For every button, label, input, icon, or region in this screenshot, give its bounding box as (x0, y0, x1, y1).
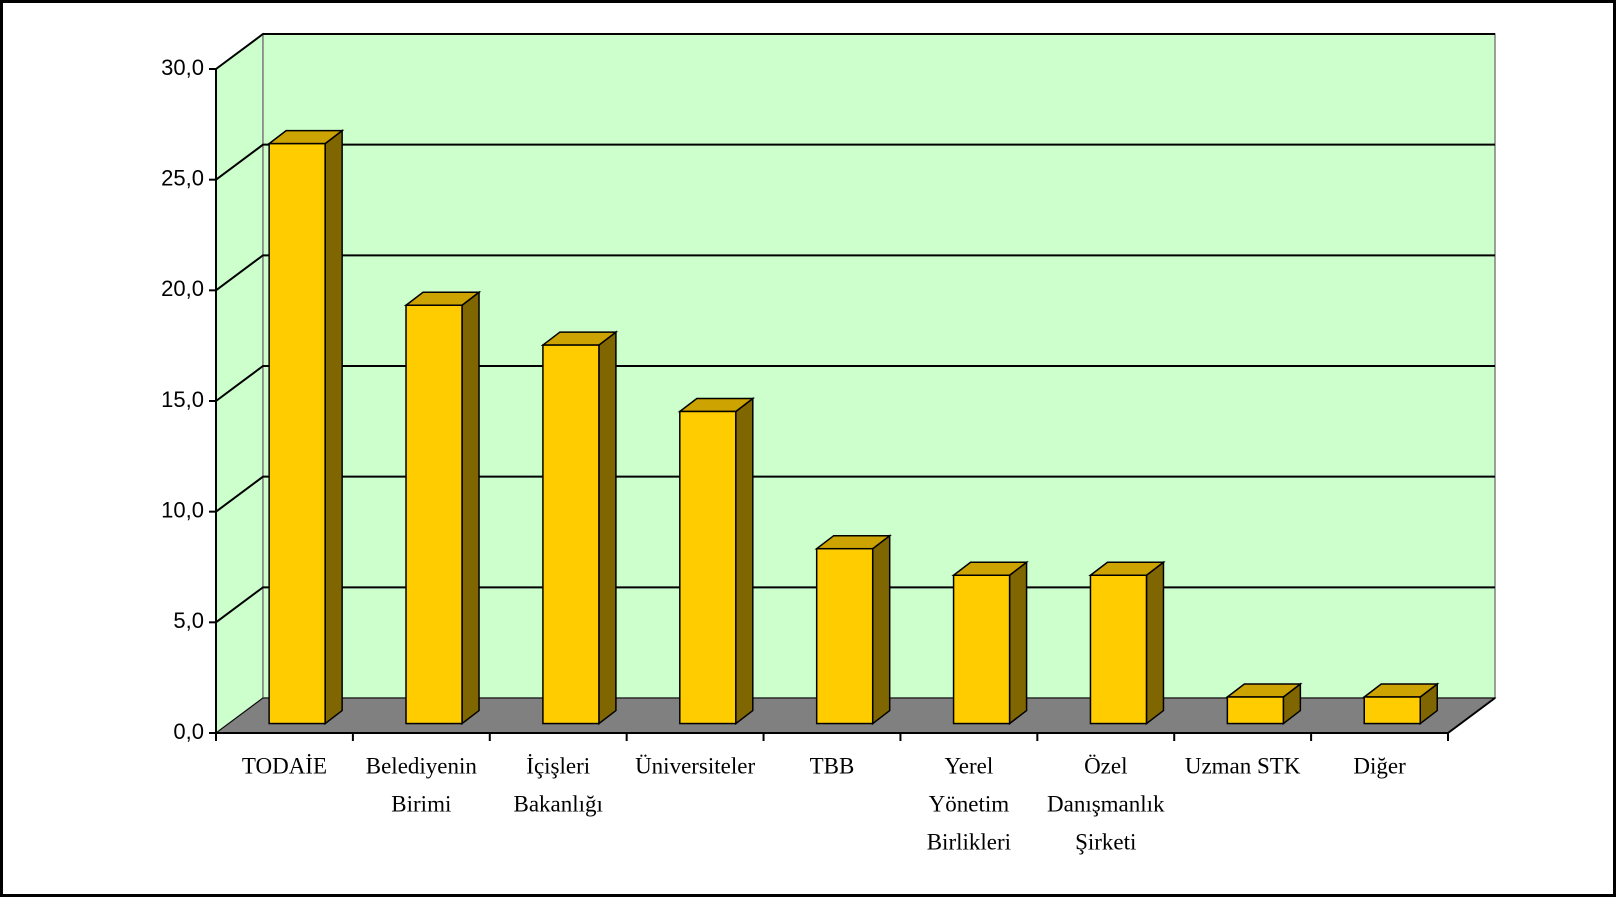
x-tick-label: Diğer (1353, 753, 1406, 778)
bar-side (598, 330, 617, 726)
x-tick-label: Uzman STK (1185, 753, 1301, 778)
bar-side (461, 290, 480, 726)
y-tick-label: 30,0 (161, 55, 204, 80)
grid-line (215, 365, 1495, 402)
x-tick-label: Belediyenin (366, 753, 478, 778)
bar (1363, 696, 1421, 725)
bar (815, 547, 874, 725)
bar-side (324, 129, 343, 726)
x-tick-label: Özel (1084, 753, 1127, 778)
y-tick-label: 10,0 (161, 497, 204, 522)
bar (542, 344, 600, 725)
grid-line (215, 475, 1495, 513)
grid-line (215, 254, 1495, 292)
floor-edge (1447, 697, 1496, 734)
y-tick-label: 25,0 (161, 165, 204, 190)
y-tick-label: 5,0 (173, 608, 204, 633)
bar (1089, 574, 1148, 725)
bar (268, 142, 326, 725)
bar (1226, 696, 1285, 725)
bar-side (1145, 560, 1165, 726)
bar (679, 410, 737, 725)
x-tick-label: TODAİE (242, 753, 327, 778)
bar-side (735, 396, 754, 726)
bar (952, 574, 1011, 725)
x-tick-label: Yerel (944, 753, 993, 778)
grid-line (215, 143, 1495, 181)
grid-line (215, 33, 1495, 70)
x-tick-label: Şirketi (1075, 829, 1136, 854)
y-tick-label: 0,0 (173, 719, 204, 744)
x-tick-label: Danışmanlık (1047, 791, 1165, 816)
x-tick-label: Birlikleri (927, 829, 1011, 854)
x-tick-label: Üniversiteler (635, 753, 755, 778)
grid-line (215, 586, 1495, 624)
bar-side (1008, 560, 1028, 726)
bar-side (871, 534, 891, 726)
x-tick-label: TBB (810, 753, 855, 778)
x-tick-label: Bakanlığı (514, 791, 603, 816)
y-tick-label: 15,0 (161, 387, 204, 412)
x-tick-label: Yönetim (929, 791, 1010, 816)
x-tick-label: Birimi (391, 791, 451, 816)
y-tick-label: 20,0 (161, 276, 204, 301)
x-tick-label: İçişleri (526, 753, 590, 778)
bar (405, 304, 463, 725)
